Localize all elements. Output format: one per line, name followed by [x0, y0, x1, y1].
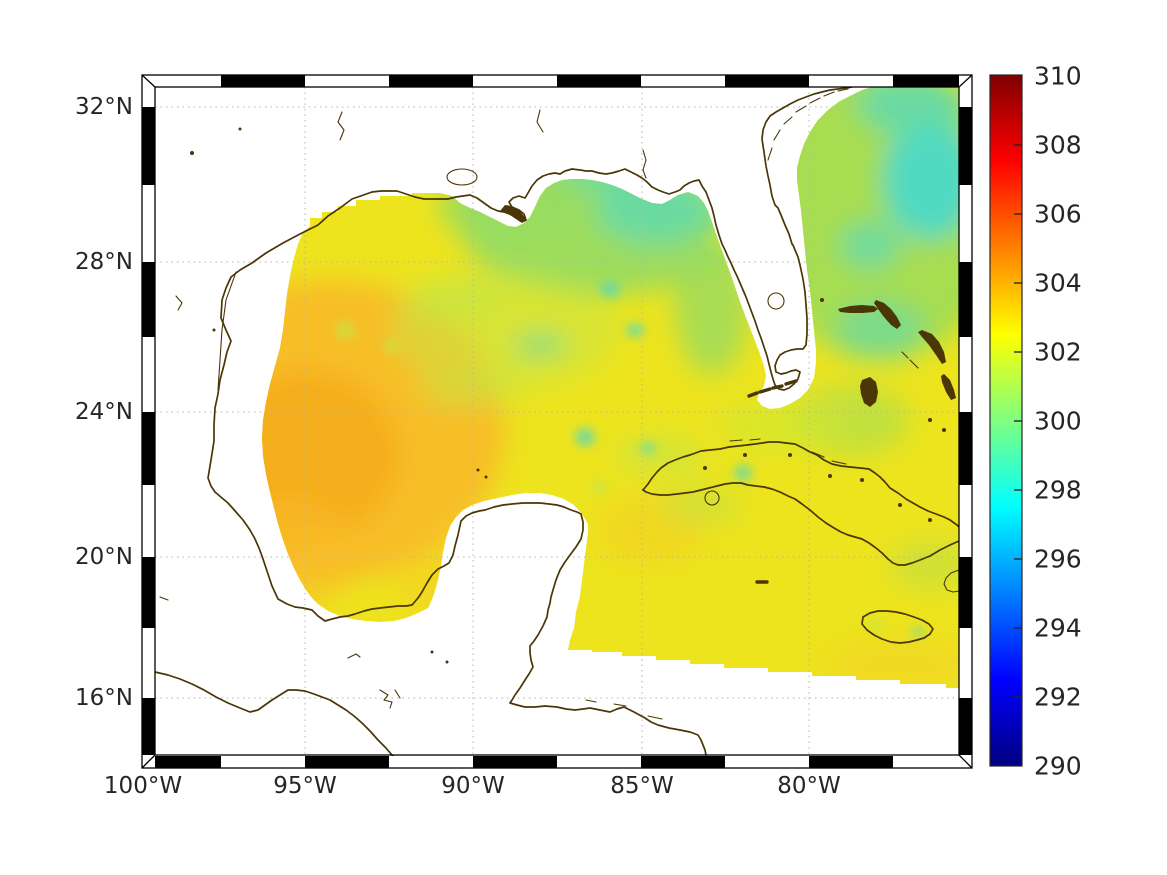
colorbar-tick-label: 300: [1034, 407, 1082, 436]
coastline-atlantic-barrier-islands: [767, 88, 849, 161]
colorbar-ticks: [1014, 144, 1022, 698]
coastline-texas-barrier-islands: [217, 271, 237, 391]
colorbar-tick-label: 306: [1034, 200, 1082, 229]
coastline-mexico-pacific: [154, 671, 402, 766]
lon-tick-label: 100°W: [104, 773, 182, 799]
sst-data-field: [262, 87, 959, 688]
honduras-bay-islands: [585, 699, 663, 720]
axis-labels: 32°N 28°N 24°N 20°N 16°N 100°W 95°W 90°W…: [75, 94, 841, 799]
colorbar-tick-label: 290: [1034, 752, 1082, 781]
inland-fragments: [159, 109, 647, 709]
lat-tick-label: 28°N: [75, 249, 133, 275]
cuba-interior-marks: [703, 453, 932, 522]
lat-tick-label: 24°N: [75, 399, 133, 425]
coastlines: [154, 86, 960, 766]
colorbar-tick-label: 308: [1034, 131, 1082, 160]
colorbar-tick-label: 298: [1034, 476, 1082, 505]
lake-pontchartrain: [446, 168, 478, 186]
lon-tick-label: 95°W: [273, 773, 337, 799]
graticule: [155, 87, 959, 755]
lon-tick-label: 85°W: [610, 773, 674, 799]
lat-tick-label: 20°N: [75, 544, 133, 570]
map-frame: [141, 74, 973, 769]
coastline-cuba-north: [642, 441, 960, 528]
mississippi-delta: [500, 205, 526, 222]
colorbar-tick-label: 302: [1034, 338, 1082, 367]
coastline-jamaica: [861, 610, 934, 644]
coastline-cuba-south: [642, 482, 960, 566]
colorbar-tick-label: 296: [1034, 545, 1082, 574]
cuba-keys: [729, 438, 847, 465]
florida-keys: [747, 379, 798, 398]
lat-tick-label: 16°N: [75, 685, 133, 711]
colorbar-tick-label: 304: [1034, 269, 1082, 298]
lon-tick-label: 90°W: [441, 773, 505, 799]
frame-black-segments: [142, 75, 972, 768]
lake-okeechobee: [767, 292, 785, 310]
colorbar-labels: 310 308 306 304 302 300 298 296 294 292 …: [1034, 62, 1082, 781]
lat-tick-label: 32°N: [75, 94, 133, 120]
colorbar-tick-label: 292: [1034, 683, 1082, 712]
colorbar: 310 308 306 304 302 300 298 296 294 292 …: [989, 62, 1082, 781]
bahamas-islands: [820, 298, 956, 432]
isla-juventud: [704, 490, 720, 506]
frame-corner-miters: [141, 74, 973, 769]
coastline-gulf-west-mexico: [207, 191, 707, 756]
colorbar-tick-label: 310: [1034, 62, 1082, 91]
coastline-haiti-fragment: [943, 569, 960, 593]
lon-tick-label: 80°W: [777, 773, 841, 799]
colorbar-tick-label: 294: [1034, 614, 1082, 643]
